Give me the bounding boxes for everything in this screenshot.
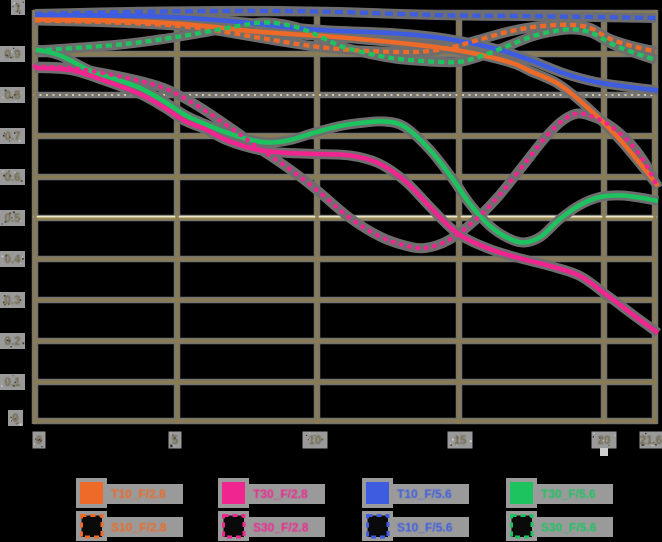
svg-text:0: 0 — [12, 413, 18, 425]
svg-text:0: 0 — [36, 435, 42, 447]
svg-text:T30_F/5.6: T30_F/5.6 — [541, 487, 596, 501]
svg-text:0.7: 0.7 — [5, 131, 21, 143]
svg-text:0.8: 0.8 — [5, 90, 22, 102]
svg-text:0.4: 0.4 — [5, 254, 22, 266]
svg-text:T30_F/2.8: T30_F/2.8 — [253, 487, 308, 501]
svg-text:0.6: 0.6 — [5, 172, 21, 184]
svg-text:10: 10 — [309, 435, 322, 447]
svg-text:T10_F/5.6: T10_F/5.6 — [397, 487, 452, 501]
svg-text:T10_F/2.8: T10_F/2.8 — [111, 487, 166, 501]
svg-text:0.2: 0.2 — [5, 336, 21, 348]
svg-text:20: 20 — [598, 435, 611, 447]
svg-text:5: 5 — [172, 435, 179, 447]
svg-text:0.3: 0.3 — [5, 295, 21, 307]
svg-text:15: 15 — [454, 435, 467, 447]
svg-text:0.5: 0.5 — [5, 213, 22, 225]
svg-text:21.6: 21.6 — [640, 435, 662, 447]
svg-text:S10_F/2.8: S10_F/2.8 — [111, 521, 167, 535]
svg-text:1: 1 — [15, 3, 22, 15]
svg-text:S30_F/2.8: S30_F/2.8 — [253, 521, 309, 535]
svg-text:0.1: 0.1 — [5, 377, 22, 389]
svg-text:S30_F/5.6: S30_F/5.6 — [541, 521, 597, 535]
svg-text:S10_F/5.6: S10_F/5.6 — [397, 521, 453, 535]
svg-text:0.9: 0.9 — [5, 49, 21, 61]
